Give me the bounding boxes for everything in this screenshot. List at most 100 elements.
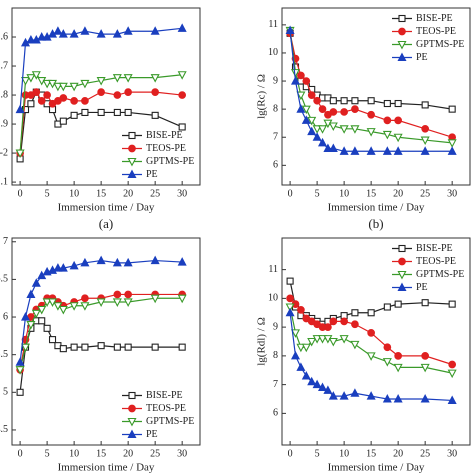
marker — [177, 71, 187, 80]
marker — [59, 94, 68, 102]
legend-label: BISE-PE — [416, 13, 453, 24]
marker — [301, 343, 311, 353]
x-tick-label: 30 — [177, 448, 187, 459]
marker — [96, 255, 106, 265]
marker — [394, 116, 402, 125]
marker — [97, 342, 105, 350]
marker — [178, 343, 186, 351]
marker — [124, 108, 132, 117]
x-tick-label: 30 — [177, 188, 187, 199]
marker — [447, 395, 457, 404]
marker — [70, 97, 78, 105]
marker — [393, 146, 403, 155]
legend-label: GPTMS-PE — [416, 39, 464, 50]
x-tick-label: 10 — [339, 448, 349, 459]
marker — [150, 74, 160, 83]
marker — [318, 125, 328, 134]
x-tick-label: 15 — [96, 188, 106, 199]
marker — [124, 343, 132, 351]
panel-label: (b) — [368, 216, 383, 231]
x-tick-label: 15 — [366, 188, 376, 199]
legend-label: TEOS-PE — [416, 256, 456, 267]
marker — [58, 305, 68, 315]
marker — [382, 146, 392, 155]
y-tick-label: 6 — [273, 408, 278, 419]
marker — [340, 317, 348, 326]
marker — [112, 29, 122, 38]
x-tick-label: 5 — [315, 448, 320, 459]
legend-marker — [398, 257, 406, 266]
marker — [296, 104, 306, 113]
y-tick-label: 11 — [268, 19, 278, 30]
marker — [328, 391, 338, 400]
marker — [421, 299, 429, 307]
panel: 0 5 10 15 20 25 30 6 7 8 9 10 11 Immersion time / Day… — [256, 7, 471, 231]
marker — [123, 26, 133, 35]
marker — [286, 277, 294, 285]
marker — [58, 82, 68, 92]
marker — [393, 363, 403, 373]
legend-marker — [398, 27, 406, 36]
marker — [15, 149, 25, 159]
marker — [394, 352, 402, 360]
marker — [123, 257, 133, 267]
marker — [394, 99, 402, 108]
marker — [178, 91, 187, 99]
y-tick-label: -1.7 — [0, 60, 8, 71]
y-tick-label: 10 — [268, 293, 278, 304]
plot-frame — [11, 7, 201, 186]
marker — [26, 74, 36, 83]
x-axis-label: Immersion time / Day — [58, 202, 155, 214]
legend-label: TEOS-PE — [146, 403, 186, 414]
marker — [38, 317, 46, 325]
marker — [69, 302, 79, 311]
legend-marker — [127, 157, 137, 167]
x-tick-label: 20 — [393, 188, 403, 199]
marker — [339, 125, 349, 134]
y-tick-label: 6.5 — [0, 274, 8, 285]
y-tick-label: 6 — [273, 160, 278, 171]
marker — [382, 130, 392, 140]
marker — [42, 79, 52, 89]
y-tick-label: 4.5 — [0, 424, 8, 435]
marker — [43, 324, 51, 332]
legend-marker — [127, 417, 137, 427]
marker — [42, 298, 52, 307]
marker — [301, 115, 311, 124]
marker — [32, 88, 41, 96]
marker — [420, 363, 430, 373]
x-tick-label: 0 — [18, 448, 23, 459]
marker — [339, 391, 349, 400]
plot-frame — [281, 7, 471, 186]
marker — [307, 337, 317, 347]
legend-label: GPTMS-PE — [416, 269, 464, 280]
marker — [297, 71, 305, 80]
marker — [382, 394, 392, 403]
plot-frame — [11, 237, 201, 446]
marker — [59, 345, 67, 353]
legend-label: TEOS-PE — [416, 26, 456, 37]
marker — [112, 74, 122, 83]
marker — [301, 371, 311, 380]
marker — [351, 97, 359, 105]
y-axis-label: lg(Rdl) / Ω — [256, 317, 268, 366]
legend-label: BISE-PE — [146, 390, 183, 401]
x-tick-label: 0 — [18, 188, 23, 199]
marker — [81, 97, 89, 105]
marker — [367, 97, 375, 105]
marker — [31, 309, 41, 319]
x-axis-label: Immersion time / Day — [328, 462, 425, 474]
marker — [318, 137, 328, 147]
marker — [113, 91, 122, 99]
marker — [69, 82, 79, 92]
marker — [37, 32, 47, 41]
marker — [285, 307, 295, 317]
x-tick-label: 25 — [420, 448, 430, 459]
marker — [394, 300, 402, 308]
x-tick-label: 0 — [288, 188, 293, 199]
legend-marker — [397, 52, 407, 62]
marker — [80, 26, 90, 35]
marker — [37, 305, 47, 315]
marker — [177, 257, 187, 266]
marker — [123, 298, 133, 307]
